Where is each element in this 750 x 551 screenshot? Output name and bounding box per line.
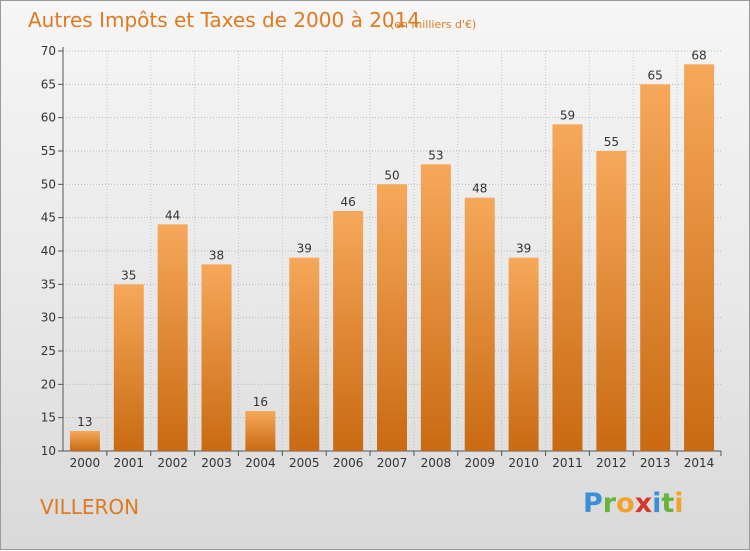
data-labels: 13 35 44 38 16 39 46 50 53 48 39 59 55 65 68 [77,48,706,429]
x-tick-label: 2014 [684,456,715,470]
y-tick-label: 25 [41,344,56,358]
x-tick-label: 2007 [377,456,408,470]
x-tick-label: 2013 [640,456,671,470]
bar [201,264,232,451]
data-label: 55 [604,135,619,149]
logo-letter: P [583,488,603,519]
chart-subtitle: (en milliers d'€) [390,18,477,31]
x-tick-label: 2001 [114,456,145,470]
place-name: VILLERON [40,495,140,519]
logo-letter: i [652,488,662,519]
data-label: 50 [384,168,399,182]
chart-title: Autres Impôts et Taxes de 2000 à 2014 [28,8,421,32]
y-tick-label: 35 [41,277,56,291]
bars [69,64,715,452]
bar [552,124,583,451]
bar [640,84,671,451]
logo-letter: i [674,488,684,519]
data-label: 59 [560,108,575,122]
y-tick-label: 55 [41,144,56,158]
data-label: 44 [165,208,180,222]
logo-letter: t [661,488,675,519]
y-tick-label: 20 [41,377,56,391]
data-label: 39 [516,242,531,256]
data-label: 48 [472,182,487,196]
y-tick-label: 40 [41,244,56,258]
bar [508,257,539,451]
bar [157,224,188,451]
logo-letter: o [616,488,635,519]
logo-letter: x [634,488,653,519]
bar [596,151,627,451]
y-tick-label: 50 [41,177,56,191]
x-tick-label: 2003 [201,456,232,470]
bar [289,257,320,451]
y-tick-label: 65 [41,77,56,91]
y-tick-label: 30 [41,311,56,325]
x-tick-label: 2000 [70,456,101,470]
x-tick-label: 2009 [464,456,495,470]
data-label: 39 [297,242,312,256]
y-tick-label: 45 [41,211,56,225]
bar [464,197,495,451]
y-tick-label: 70 [41,44,56,58]
x-tick-label: 2012 [596,456,627,470]
y-tick-label: 60 [41,111,56,125]
x-tick-label: 2006 [333,456,364,470]
data-label: 53 [428,148,443,162]
data-label: 46 [340,195,355,209]
bar [113,284,144,451]
x-tick-label: 2011 [552,456,583,470]
logo-letter: r [602,488,617,519]
data-label: 35 [121,268,136,282]
data-label: 38 [209,248,224,262]
data-label: 68 [691,48,706,62]
bar [684,64,715,452]
bar [420,164,451,452]
x-tick-label: 2008 [421,456,452,470]
bar [333,211,364,451]
bar [69,431,100,451]
bar [245,411,276,451]
y-tick-label: 15 [41,411,56,425]
data-label: 13 [77,415,92,429]
x-tick-label: 2002 [157,456,188,470]
data-label: 65 [648,68,663,82]
bar [377,184,407,452]
gridlines [63,50,721,452]
x-tick-label: 2005 [289,456,320,470]
y-tick-label: 10 [41,444,56,458]
data-label: 16 [253,395,268,409]
proxiti-logo[interactable]: Proxiti [583,488,684,519]
x-tick-label: 2010 [508,456,539,470]
x-tick-label: 2004 [245,456,276,470]
